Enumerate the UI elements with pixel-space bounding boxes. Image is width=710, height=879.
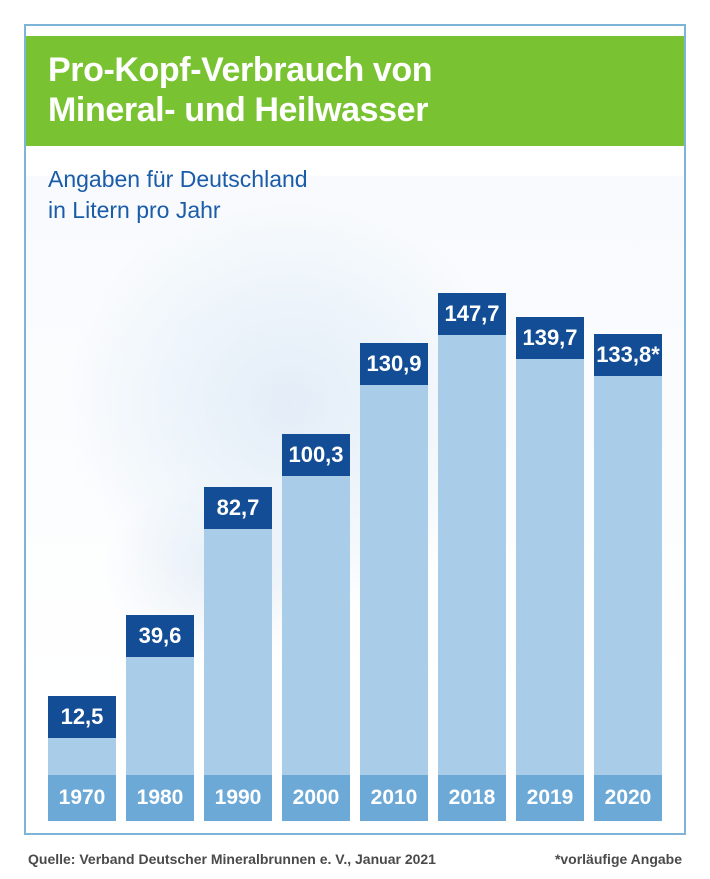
bar-fill [126,657,194,775]
bar-fill [516,359,584,775]
footer: Quelle: Verband Deutscher Mineralbrunnen… [28,851,682,867]
bar-value-label: 12,5 [48,696,116,738]
bar-fill [360,385,428,775]
bar-value-label: 139,7 [516,317,584,359]
bar-fill [204,529,272,775]
title-line-1: Pro-Kopf-Verbrauch von [48,50,662,90]
bar-column: 147,7 2018 [438,251,506,821]
bar-column: 133,8* 2020 [594,251,662,821]
bar-column: 82,7 1990 [204,251,272,821]
bar-fill [282,476,350,775]
bar-year-label: 1990 [204,775,272,821]
bar-value-label: 100,3 [282,434,350,476]
bar-column: 139,7 2019 [516,251,584,821]
bar-value-label: 82,7 [204,487,272,529]
bar-column: 130,9 2010 [360,251,428,821]
bar-year-label: 1970 [48,775,116,821]
bar-column: 12,5 1970 [48,251,116,821]
subtitle: Angaben für Deutschland in Litern pro Ja… [48,164,684,226]
bar-column: 39,6 1980 [126,251,194,821]
bar-fill [594,376,662,775]
bar-year-label: 2018 [438,775,506,821]
bar-year-label: 1980 [126,775,194,821]
bar-value-label: 147,7 [438,293,506,335]
source-text: Quelle: Verband Deutscher Mineralbrunnen… [28,851,436,867]
subtitle-line-2: in Litern pro Jahr [48,195,684,226]
bar-value-label: 39,6 [126,615,194,657]
bar-fill [48,738,116,775]
bar-year-label: 2010 [360,775,428,821]
title-band: Pro-Kopf-Verbrauch von Mineral- und Heil… [26,36,684,146]
bar-column: 100,3 2000 [282,251,350,821]
bar-fill [438,335,506,775]
subtitle-line-1: Angaben für Deutschland [48,164,684,195]
bar-value-label: 130,9 [360,343,428,385]
bar-chart: 12,5 1970 39,6 1980 82,7 1990 100,3 2000 130,9 20… [48,251,662,821]
footnote-text: *vorläufige Angabe [555,851,682,867]
bar-year-label: 2000 [282,775,350,821]
bar-value-label: 133,8* [594,334,662,376]
bar-year-label: 2020 [594,775,662,821]
bar-group: 12,5 1970 39,6 1980 82,7 1990 100,3 2000 130,9 20… [48,251,662,821]
bar-year-label: 2019 [516,775,584,821]
chart-frame: Pro-Kopf-Verbrauch von Mineral- und Heil… [24,24,686,835]
title-line-2: Mineral- und Heilwasser [48,90,662,130]
